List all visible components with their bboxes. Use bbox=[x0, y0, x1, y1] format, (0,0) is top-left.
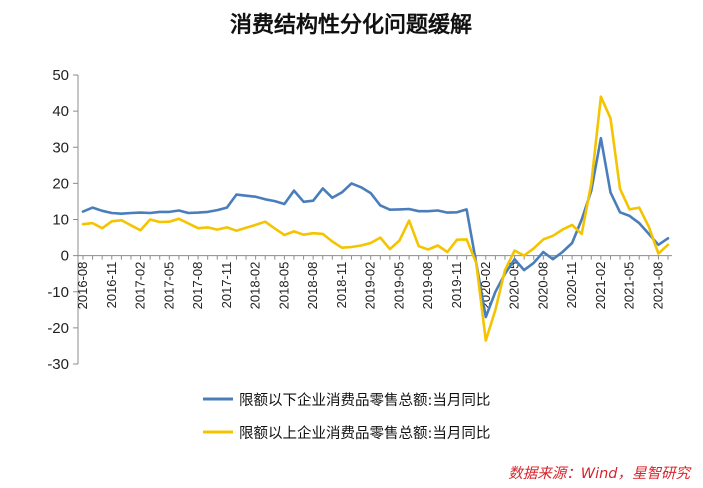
x-tick-label: 2018-11 bbox=[334, 262, 349, 309]
x-tick-label: 2016-08 bbox=[75, 262, 90, 310]
y-tick-label: -20 bbox=[47, 320, 69, 337]
chart-title: 消费结构性分化问题缓解 bbox=[230, 12, 472, 38]
x-tick-label: 2017-05 bbox=[161, 262, 176, 310]
y-tick-label: 10 bbox=[52, 212, 69, 229]
x-tick-label: 2020-05 bbox=[507, 262, 522, 310]
y-axis: -30 -20 -10 0 10 20 30 40 50 bbox=[47, 67, 79, 373]
x-tick-label: 2017-02 bbox=[133, 262, 148, 310]
y-tick-label: -10 bbox=[47, 284, 69, 301]
x-axis: 2016-08 2016-11 2017-02 2017-05 2017-08 2017-… bbox=[75, 255, 672, 310]
x-tick-label: 2019-05 bbox=[391, 262, 406, 310]
legend-label-1: 限额以上企业消费品零售总额:当月同比 bbox=[239, 424, 490, 442]
x-tick-label: 2018-02 bbox=[248, 262, 263, 310]
x-tick-label: 2020-08 bbox=[535, 262, 550, 310]
x-tick-label: 2021-02 bbox=[593, 262, 608, 310]
series-layer bbox=[81, 95, 670, 342]
y-tick-label: 20 bbox=[52, 175, 69, 192]
x-tick-label: 2018-05 bbox=[276, 262, 291, 310]
x-tick-label: 2019-02 bbox=[363, 262, 378, 310]
x-tick-label: 2019-08 bbox=[420, 262, 435, 310]
x-tick-label: 2018-08 bbox=[305, 262, 320, 310]
x-tick-label: 2020-11 bbox=[564, 262, 579, 309]
legend-label-0: 限额以下企业消费品零售总额:当月同比 bbox=[239, 391, 490, 409]
x-tick-label: 2021-08 bbox=[650, 262, 665, 310]
y-tick-label: 40 bbox=[52, 103, 69, 120]
y-tick-label: -30 bbox=[47, 356, 69, 373]
y-tick-label: 50 bbox=[52, 67, 69, 84]
source-note: 数据来源：Wind，星智研究 bbox=[508, 465, 692, 482]
series-line-0 bbox=[81, 136, 670, 319]
y-tick-label: 30 bbox=[52, 139, 69, 156]
x-tick-label: 2019-11 bbox=[449, 262, 464, 309]
legend: 限额以下企业消费品零售总额:当月同比 限额以上企业消费品零售总额:当月同比 bbox=[203, 391, 490, 442]
x-tick-label: 2017-08 bbox=[190, 262, 205, 310]
x-tick-label: 2016-11 bbox=[104, 262, 119, 309]
x-tick-label: 2017-11 bbox=[219, 262, 234, 309]
y-tick-label: 0 bbox=[61, 248, 69, 265]
x-tick-label: 2021-05 bbox=[622, 262, 637, 310]
series-line-1 bbox=[81, 95, 670, 342]
